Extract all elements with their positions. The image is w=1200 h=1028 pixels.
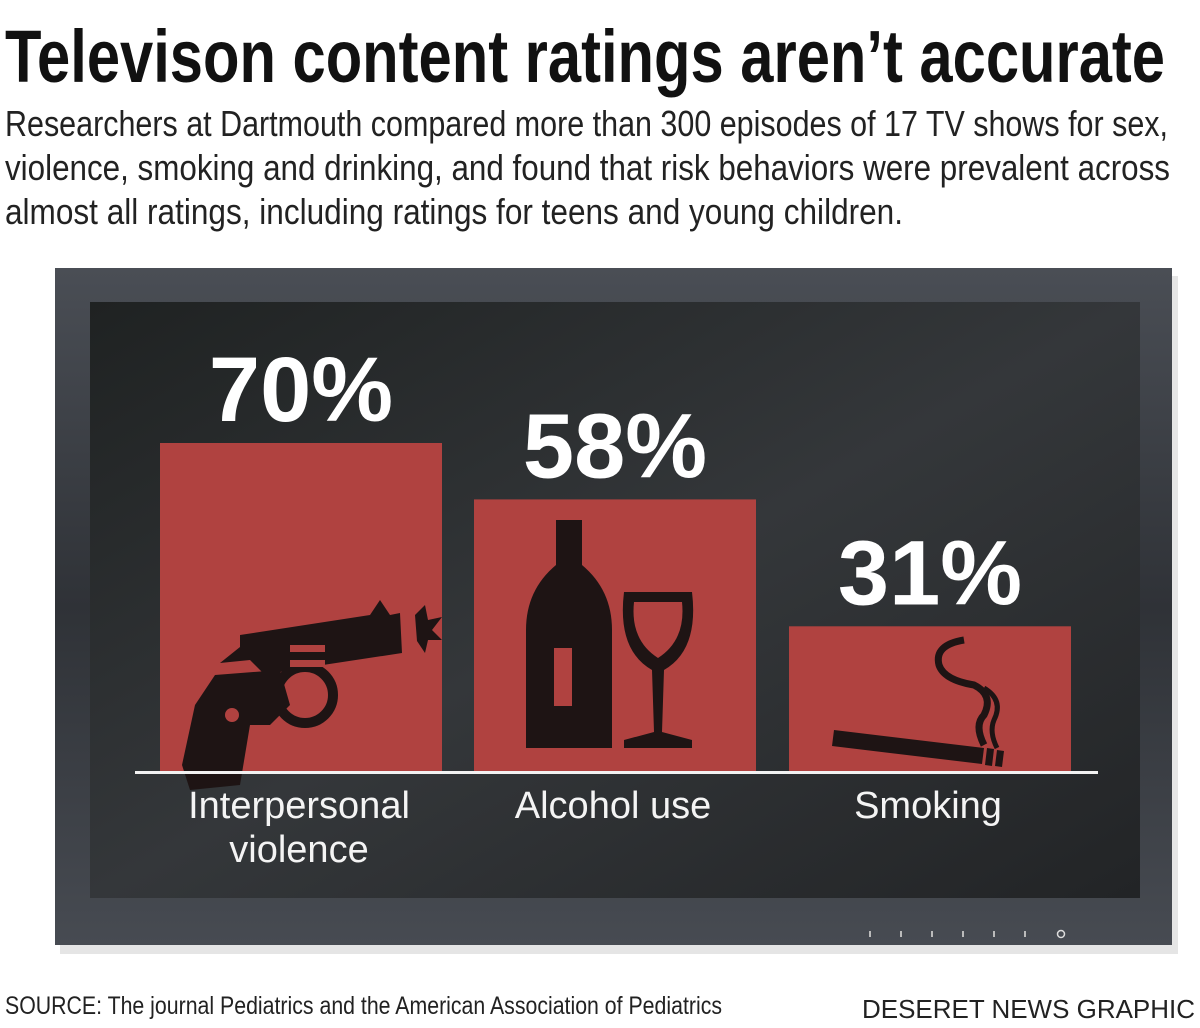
subtitle-line-2: violence, smoking and drinking, and foun…	[5, 147, 1170, 188]
cigarette-icon	[832, 636, 1004, 767]
page-title: Televison content ratings aren’t accurat…	[5, 15, 1165, 98]
subtitle-line-3: almost all ratings, including ratings fo…	[5, 191, 903, 232]
data-label-1: 70%	[209, 339, 393, 441]
data-label-3: 31%	[838, 522, 1022, 624]
baseline	[135, 771, 1098, 774]
data-label-2: 58%	[523, 395, 707, 497]
revolver-icon	[182, 600, 442, 790]
category-label-2: Alcohol use	[515, 785, 711, 827]
power-icon	[1056, 929, 1066, 939]
tv-buttons	[869, 931, 1026, 937]
source-note: SOURCE: The journal Pediatrics and the A…	[5, 992, 722, 1020]
category-label-3: Smoking	[854, 785, 1002, 827]
bar-2	[474, 499, 756, 772]
credit: DESERET NEWS GRAPHIC	[862, 994, 1195, 1024]
category-label-1: Interpersonal	[188, 785, 410, 827]
subtitle-line-1: Researchers at Dartmouth compared more t…	[5, 103, 1168, 144]
wine-bottle-glass-icon	[526, 520, 694, 748]
category-label-1: violence	[229, 829, 368, 871]
